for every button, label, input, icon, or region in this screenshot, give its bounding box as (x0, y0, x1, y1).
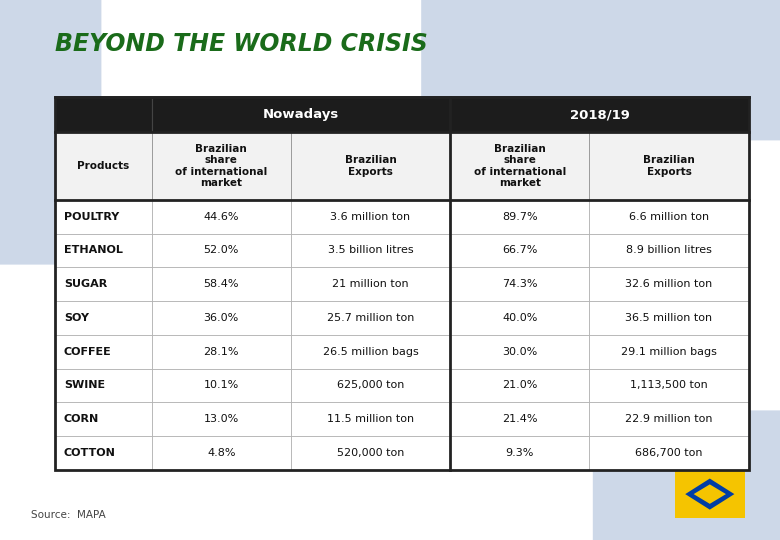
Text: 44.6%: 44.6% (204, 212, 239, 222)
Text: 26.5 million bags: 26.5 million bags (323, 347, 418, 357)
Text: 11.5 million ton: 11.5 million ton (327, 414, 414, 424)
Text: SOY: SOY (64, 313, 89, 323)
Text: SWINE: SWINE (64, 380, 105, 390)
Text: Source:  MAPA: Source: MAPA (31, 510, 106, 521)
Text: COTTON: COTTON (64, 448, 116, 458)
Text: 74.3%: 74.3% (502, 279, 537, 289)
Text: 520,000 ton: 520,000 ton (337, 448, 404, 458)
Text: Brazilian
Exports: Brazilian Exports (643, 156, 695, 177)
Text: 686,700 ton: 686,700 ton (635, 448, 703, 458)
Polygon shape (693, 484, 726, 504)
Text: BEYOND THE WORLD CRISIS: BEYOND THE WORLD CRISIS (55, 32, 427, 56)
Text: COFFEE: COFFEE (64, 347, 112, 357)
Text: Products: Products (77, 161, 129, 171)
Text: 6.6 million ton: 6.6 million ton (629, 212, 709, 222)
Text: 29.1 million bags: 29.1 million bags (621, 347, 717, 357)
Text: 2018/19: 2018/19 (569, 108, 629, 122)
Text: Brazilian
Exports: Brazilian Exports (345, 156, 396, 177)
Text: 3.6 million ton: 3.6 million ton (331, 212, 410, 222)
Text: SUGAR: SUGAR (64, 279, 107, 289)
Text: 1,113,500 ton: 1,113,500 ton (630, 380, 707, 390)
Text: 25.7 million ton: 25.7 million ton (327, 313, 414, 323)
Text: 89.7%: 89.7% (502, 212, 537, 222)
Text: 36.0%: 36.0% (204, 313, 239, 323)
Text: 30.0%: 30.0% (502, 347, 537, 357)
Text: 8.9 billion litres: 8.9 billion litres (626, 245, 712, 255)
Text: CORN: CORN (64, 414, 99, 424)
Text: 40.0%: 40.0% (502, 313, 537, 323)
Text: 28.1%: 28.1% (204, 347, 239, 357)
Text: ETHANOL: ETHANOL (64, 245, 122, 255)
Text: 4.8%: 4.8% (207, 448, 236, 458)
Text: 21 million ton: 21 million ton (332, 279, 409, 289)
Text: 13.0%: 13.0% (204, 414, 239, 424)
Text: Brazilian
share
of international
market: Brazilian share of international market (175, 144, 268, 188)
Text: 22.9 million ton: 22.9 million ton (626, 414, 713, 424)
Text: 10.1%: 10.1% (204, 380, 239, 390)
Text: Brazilian
share
of international
market: Brazilian share of international market (473, 144, 566, 188)
Text: 625,000 ton: 625,000 ton (337, 380, 404, 390)
Text: 21.0%: 21.0% (502, 380, 537, 390)
Text: Nowadays: Nowadays (263, 108, 339, 122)
Text: 36.5 million ton: 36.5 million ton (626, 313, 712, 323)
Text: 9.3%: 9.3% (505, 448, 534, 458)
Text: 58.4%: 58.4% (204, 279, 239, 289)
Text: 52.0%: 52.0% (204, 245, 239, 255)
Text: 66.7%: 66.7% (502, 245, 537, 255)
Text: POULTRY: POULTRY (64, 212, 119, 222)
Polygon shape (686, 478, 735, 510)
Text: 3.5 billion litres: 3.5 billion litres (328, 245, 413, 255)
Text: 32.6 million ton: 32.6 million ton (626, 279, 713, 289)
Text: 21.4%: 21.4% (502, 414, 537, 424)
